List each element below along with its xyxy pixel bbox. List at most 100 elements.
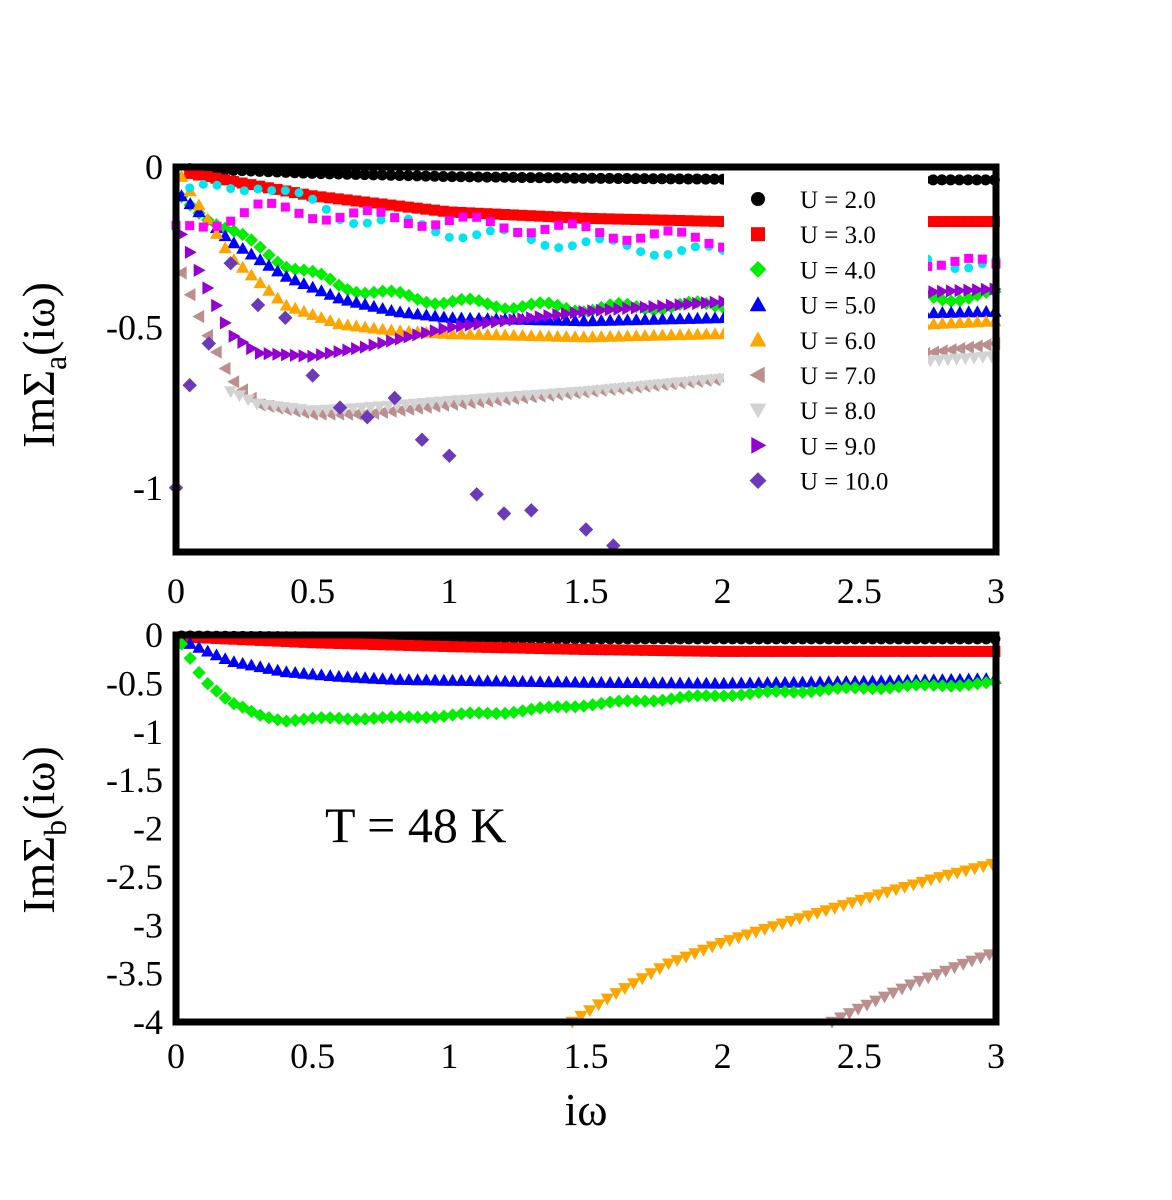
data-point-u40 <box>603 695 617 709</box>
data-point-u60 <box>393 324 407 337</box>
top-panel: 0 0.5 1 1.5 2 2.5 3 0-0.5-1 U = 2.0U = 3.0U = … <box>13 147 1005 611</box>
data-point-u30 <box>962 216 974 228</box>
data-point-u50 <box>454 311 468 324</box>
data-point-u40 <box>367 711 381 725</box>
data-point-u80 <box>486 392 500 405</box>
data-point-u40 <box>218 691 232 705</box>
data-point-u60 <box>968 863 982 876</box>
data-point-u40 <box>830 681 845 695</box>
data-point-u70 <box>979 338 992 352</box>
data-point-u20 <box>315 168 327 180</box>
legend-label: U = 8.0 <box>800 398 876 425</box>
data-point-u90 <box>193 263 206 277</box>
data-point-u60 <box>801 910 816 923</box>
data-point-cyan <box>485 226 495 236</box>
data-point-u60 <box>944 316 958 329</box>
data-point-u60 <box>323 314 337 326</box>
data-point-u20 <box>604 172 616 184</box>
data-point-u80 <box>565 387 579 400</box>
data-point-u30 <box>665 214 677 226</box>
data-point-u30 <box>954 645 966 657</box>
data-point-u60 <box>749 926 763 939</box>
data-point-u90 <box>491 315 503 329</box>
legend-label: U = 5.0 <box>800 293 876 320</box>
data-point-magenta <box>349 208 359 218</box>
data-point-u70 <box>851 1003 865 1016</box>
data-point-u50 <box>411 307 425 320</box>
data-point-u70 <box>341 407 353 421</box>
data-point-u40 <box>874 682 888 696</box>
data-point-u50 <box>192 640 206 653</box>
legend-label: U = 10.0 <box>800 469 888 496</box>
data-point-u40 <box>524 297 538 311</box>
data-point-u50 <box>935 306 949 318</box>
data-point-u90 <box>482 316 495 330</box>
data-point-u100 <box>278 310 293 325</box>
data-point-u80 <box>932 355 946 367</box>
data-point-u30 <box>210 172 222 184</box>
data-point-u30 <box>315 637 327 649</box>
data-point-u20 <box>367 169 379 181</box>
data-point-u50 <box>690 676 705 689</box>
data-point-u20 <box>542 172 554 184</box>
data-point-u50 <box>830 675 845 687</box>
data-point-u60 <box>819 905 833 918</box>
data-point-u60 <box>758 924 772 936</box>
data-point-u40 <box>314 711 328 725</box>
x-tick-label: 1.5 <box>564 1036 609 1076</box>
data-point-magenta <box>335 212 345 222</box>
data-point-u80 <box>967 352 981 365</box>
data-point-u40 <box>620 694 635 708</box>
data-point-u40 <box>253 240 267 254</box>
data-point-u30 <box>297 188 309 200</box>
data-point-u60 <box>568 330 582 343</box>
data-point-u60 <box>262 283 276 296</box>
data-point-u90 <box>438 322 451 336</box>
data-point-u40 <box>542 296 556 310</box>
data-point-u80 <box>477 393 491 406</box>
data-point-u20 <box>569 172 581 184</box>
data-point-u40 <box>848 681 862 695</box>
x-tick-label: 0.5 <box>290 1036 335 1076</box>
data-point-u70 <box>349 407 362 421</box>
data-point-u60 <box>201 212 215 225</box>
data-point-u40 <box>236 700 250 714</box>
data-point-u80 <box>617 382 631 395</box>
data-point-u20 <box>927 174 939 186</box>
data-point-u30 <box>332 193 344 205</box>
data-point-u90 <box>954 284 967 298</box>
data-point-u30 <box>656 214 668 226</box>
data-point-u30 <box>367 197 379 209</box>
data-point-u30 <box>586 212 598 224</box>
data-point-u90 <box>307 349 320 363</box>
data-point-u40 <box>725 689 740 703</box>
data-point-u60 <box>516 329 530 341</box>
data-point-u90 <box>945 284 958 298</box>
data-point-u60 <box>740 929 754 942</box>
data-point-u50 <box>638 313 652 325</box>
data-point-u60 <box>653 963 667 976</box>
data-point-u80 <box>224 386 238 399</box>
data-point-u50 <box>533 675 547 687</box>
data-point-u70 <box>209 345 222 359</box>
data-point-cyan <box>431 227 441 237</box>
data-point-u40 <box>341 283 355 297</box>
data-point-u40 <box>507 302 521 316</box>
data-point-u60 <box>288 301 302 314</box>
data-point-u50 <box>927 306 941 319</box>
data-point-u20 <box>962 174 974 186</box>
data-point-u60 <box>941 869 955 882</box>
data-point-u50 <box>673 676 687 689</box>
data-point-u40 <box>594 696 608 711</box>
data-point-magenta <box>977 254 987 264</box>
data-point-u60 <box>962 315 976 328</box>
data-point-u70 <box>869 995 883 1008</box>
data-point-u90 <box>596 303 608 317</box>
data-point-u20 <box>612 172 624 184</box>
data-point-u70 <box>935 344 948 358</box>
data-point-u60 <box>976 861 990 873</box>
data-point-u30 <box>770 645 782 657</box>
data-point-u60 <box>889 884 903 897</box>
data-point-u30 <box>647 214 659 226</box>
data-point-magenta <box>649 229 659 239</box>
